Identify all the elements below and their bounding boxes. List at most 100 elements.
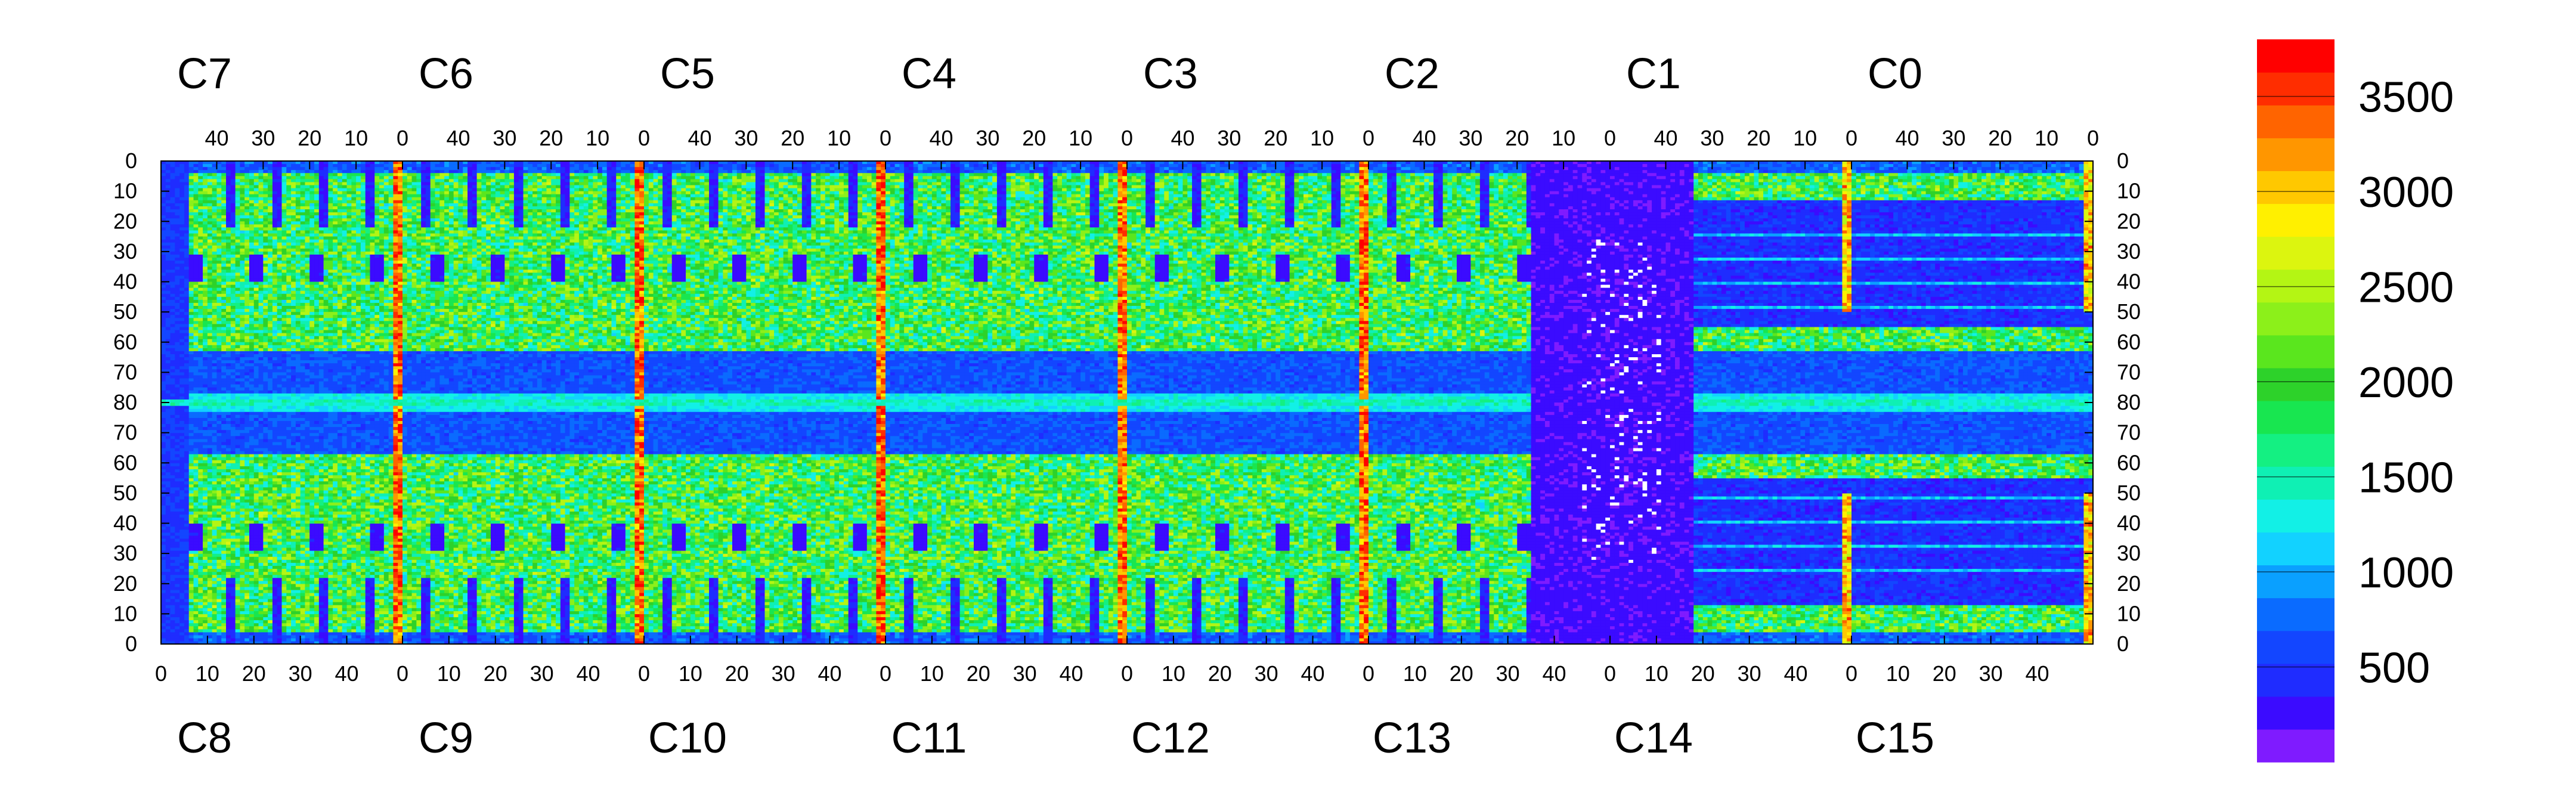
heatmap-cell	[161, 357, 166, 361]
heatmap-cell	[175, 230, 179, 234]
heatmap-cell	[179, 273, 184, 276]
heatmap-cell	[189, 481, 194, 485]
heatmap-cell	[179, 505, 184, 509]
heatmap-cell	[189, 568, 194, 572]
heatmap-cell	[175, 246, 179, 249]
heatmap-cell	[189, 427, 194, 431]
heatmap-cell	[175, 508, 179, 512]
heatmap-cell	[171, 339, 175, 343]
heatmap-cell	[175, 544, 179, 548]
heatmap-cell	[189, 602, 194, 605]
heatmap-cell	[189, 227, 194, 231]
heatmap-cell	[179, 565, 184, 569]
heatmap-cell	[179, 345, 184, 349]
heatmap-cell	[179, 224, 184, 228]
heatmap-cell	[189, 457, 194, 460]
heatmap-cell	[175, 442, 179, 445]
heatmap-cell	[161, 596, 166, 599]
heatmap-cell	[175, 611, 179, 614]
heatmap-cell	[171, 264, 175, 267]
heatmap-cell	[184, 530, 189, 533]
heatmap-cell	[161, 336, 166, 340]
heatmap-cell	[161, 285, 166, 289]
heatmap-cell	[171, 237, 175, 240]
heatmap-cell	[189, 179, 194, 182]
heatmap-cell	[179, 288, 184, 292]
heatmap-cell	[179, 472, 184, 475]
heatmap-cell	[161, 288, 166, 292]
heatmap-cell	[184, 164, 189, 168]
heatmap-cell	[161, 273, 166, 276]
heatmap-cell	[171, 182, 175, 185]
heatmap-cell	[184, 472, 189, 475]
heatmap-cell	[175, 330, 179, 334]
heatmap-cell	[194, 185, 199, 189]
heatmap-cell	[189, 433, 194, 436]
heatmap-cell	[166, 623, 171, 627]
heatmap-cell	[166, 170, 171, 174]
heatmap-cell	[184, 417, 189, 421]
heatmap-cell	[194, 584, 199, 587]
heatmap-cell	[171, 417, 175, 421]
heatmap-cell	[189, 635, 194, 639]
heatmap-cell	[166, 533, 171, 536]
heatmap-cell	[166, 297, 171, 301]
heatmap-cell	[179, 608, 184, 611]
heatmap-cell	[175, 315, 179, 318]
heatmap-cell	[175, 369, 179, 373]
heatmap-cell	[184, 267, 189, 270]
heatmap-cell	[184, 188, 189, 192]
heatmap-cell	[179, 493, 184, 497]
heatmap-cell	[175, 372, 179, 376]
heatmap-cell	[175, 411, 179, 415]
heatmap-cell	[175, 339, 179, 343]
heatmap-cell	[175, 511, 179, 515]
heatmap-cell	[189, 246, 194, 249]
heatmap-cell	[189, 511, 194, 515]
heatmap-cell	[171, 408, 175, 412]
heatmap-cell	[161, 230, 166, 234]
heatmap-cell	[161, 363, 166, 367]
heatmap-cell	[179, 445, 184, 448]
heatmap-cell	[184, 623, 189, 627]
heatmap-cell	[179, 454, 184, 457]
heatmap-cell	[194, 167, 199, 171]
heatmap-cell	[184, 463, 189, 466]
heatmap-cell	[175, 176, 179, 179]
heatmap-cell	[161, 414, 166, 418]
heatmap-cell	[171, 490, 175, 494]
heatmap-cell	[194, 605, 199, 608]
heatmap-cell	[171, 565, 175, 569]
heatmap-cell	[171, 357, 175, 361]
heatmap-cell	[184, 481, 189, 485]
heatmap-cell	[175, 484, 179, 488]
heatmap-cell	[161, 388, 166, 391]
heatmap-cell	[175, 224, 179, 228]
heatmap-cell	[189, 430, 194, 434]
heatmap-cell	[189, 291, 194, 295]
heatmap-cell	[179, 394, 184, 397]
heatmap-cell	[184, 581, 189, 584]
heatmap-cell	[166, 366, 171, 370]
heatmap-cell	[161, 533, 166, 536]
heatmap-cell	[184, 445, 189, 448]
heatmap-cell	[189, 300, 194, 304]
heatmap-cell	[166, 475, 171, 479]
heatmap-cell	[161, 535, 166, 539]
heatmap-cell	[161, 234, 166, 237]
heatmap-cell	[184, 339, 189, 343]
heatmap-cell	[184, 405, 189, 409]
heatmap-cell	[189, 388, 194, 391]
heatmap-cell	[189, 188, 194, 192]
heatmap-cell	[171, 336, 175, 340]
heatmap-cell	[175, 243, 179, 246]
heatmap-cell	[166, 261, 171, 264]
heatmap-cell	[161, 527, 166, 530]
heatmap-cell	[194, 572, 199, 575]
heatmap-cell	[171, 460, 175, 463]
heatmap-cell	[161, 243, 166, 246]
heatmap-cell	[166, 442, 171, 445]
heatmap-cell	[161, 478, 166, 482]
heatmap-cell	[179, 363, 184, 367]
heatmap-cell	[166, 255, 171, 258]
